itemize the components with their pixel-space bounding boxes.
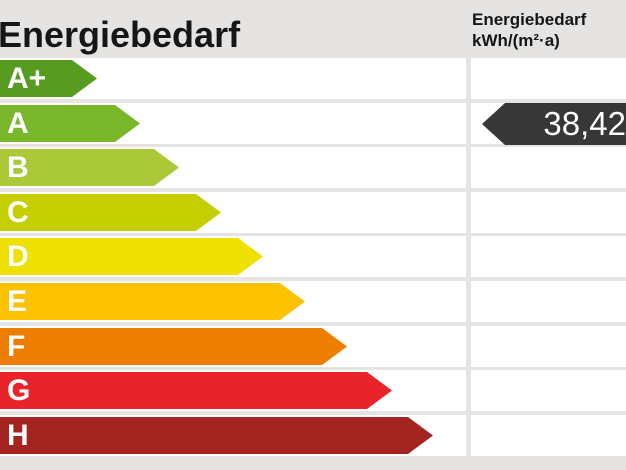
rating-row-g: G bbox=[0, 370, 626, 411]
column-divider bbox=[466, 58, 471, 456]
rating-row-c: C bbox=[0, 192, 626, 233]
rating-arrow-a-plus: A+ bbox=[0, 60, 97, 97]
rating-arrow-b: B bbox=[0, 149, 179, 186]
rating-arrow-d: D bbox=[0, 238, 263, 275]
rating-row-a-plus: A+ bbox=[0, 58, 626, 99]
rating-row-d: D bbox=[0, 236, 626, 277]
rating-arrow-f: F bbox=[0, 328, 347, 365]
rating-arrow-a: A bbox=[0, 105, 140, 142]
rating-letter-b: B bbox=[7, 151, 29, 184]
rating-letter-c: C bbox=[7, 196, 29, 229]
rating-letter-f: F bbox=[7, 330, 26, 363]
value-indicator-arrow: 38,42 bbox=[482, 103, 626, 145]
rating-letter-g: G bbox=[7, 374, 31, 407]
rating-row-f: F bbox=[0, 326, 626, 367]
rating-letter-a: A bbox=[7, 107, 29, 140]
rating-arrow-c: C bbox=[0, 194, 221, 231]
rating-arrow-e: E bbox=[0, 283, 305, 320]
value-column-header: Energiebedarf kWh/(m²·a) bbox=[472, 9, 586, 51]
value-column-title: Energiebedarf bbox=[472, 10, 587, 29]
rating-arrow-h: H bbox=[0, 417, 433, 454]
rating-row-e: E bbox=[0, 281, 626, 322]
rating-letter-e: E bbox=[7, 285, 28, 318]
page-title: Energiebedarf bbox=[0, 14, 241, 55]
rating-letter-h: H bbox=[7, 419, 29, 452]
rating-arrow-g: G bbox=[0, 372, 392, 409]
value-text: 38,42 bbox=[543, 105, 626, 142]
value-column-unit: kWh/(m²·a) bbox=[472, 31, 560, 50]
rating-letter-d: D bbox=[7, 240, 29, 273]
rating-row-b: B bbox=[0, 147, 626, 188]
rating-row-h: H bbox=[0, 415, 626, 456]
rating-letter-a-plus: A+ bbox=[7, 62, 47, 95]
